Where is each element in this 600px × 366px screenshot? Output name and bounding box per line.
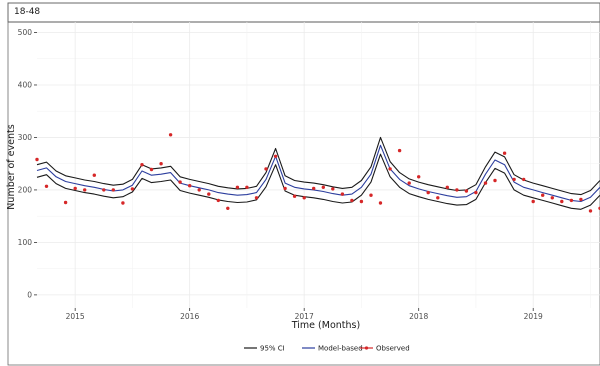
- x-tick-label: 2018: [409, 312, 428, 321]
- y-tick-label: 300: [18, 133, 33, 142]
- observed-point: [312, 186, 316, 191]
- legend-observed-point: [364, 346, 369, 350]
- observed-point: [159, 162, 163, 166]
- observed-point: [369, 193, 373, 197]
- observed-point: [445, 185, 449, 189]
- legend-model-label: Model-based: [318, 345, 363, 353]
- observed-point: [321, 185, 325, 189]
- ci-upper-line: [36, 136, 600, 196]
- observed-point: [436, 196, 440, 200]
- model-based-line: [36, 144, 600, 203]
- legend-observed-label: Observed: [376, 345, 410, 353]
- y-tick-label: 400: [18, 80, 33, 89]
- observed-point: [483, 181, 488, 185]
- observed-point: [407, 181, 411, 185]
- observed-point: [388, 167, 392, 171]
- observed-point: [264, 167, 268, 171]
- observed-point: [35, 157, 39, 162]
- observed-point: [522, 177, 526, 182]
- x-tick-label: 2017: [295, 312, 314, 321]
- observed-point: [531, 199, 535, 204]
- observed-point: [111, 188, 116, 192]
- observed-point: [331, 187, 335, 191]
- y-tick-label: 100: [18, 238, 33, 247]
- observed-point: [188, 184, 192, 188]
- observed-point: [178, 180, 182, 184]
- observed-point: [340, 192, 345, 196]
- x-tick-label: 2015: [66, 312, 85, 321]
- observed-point: [417, 175, 421, 179]
- observed-point: [140, 163, 144, 167]
- observed-point: [207, 192, 211, 196]
- observed-point: [130, 187, 135, 191]
- outer-frame: [7, 2, 600, 366]
- observed-point: [102, 188, 106, 192]
- observed-point: [235, 185, 240, 189]
- ci-lower-line: [36, 153, 600, 210]
- observed-point: [283, 186, 287, 191]
- observed-point: [226, 206, 230, 210]
- ci-upper-line-group: [36, 136, 600, 196]
- panel-label: 18-48: [14, 7, 40, 17]
- observed-point: [73, 186, 77, 191]
- observed-point: [292, 194, 297, 198]
- x-axis-ticks: 2015 2016 2017 2018 2019: [66, 308, 543, 321]
- observed-point: [493, 178, 497, 183]
- legend-ci-label: 95% CI: [260, 345, 285, 353]
- observed-point: [168, 133, 173, 137]
- x-tick-label: 2016: [180, 312, 199, 321]
- observed-point: [149, 167, 154, 172]
- observed-point: [474, 190, 478, 195]
- observed-point: [359, 199, 364, 204]
- observed-point: [569, 198, 574, 203]
- y-axis-title: Number of events: [6, 124, 17, 209]
- observed-point: [455, 188, 459, 192]
- y-tick-label: 200: [18, 185, 33, 194]
- observed-point: [560, 199, 564, 204]
- y-axis-ticks: 0 100 200 300 400 500: [18, 28, 37, 299]
- observed-point: [512, 177, 516, 182]
- observed-point: [83, 188, 87, 192]
- observed-point: [397, 148, 402, 153]
- observed-point: [350, 198, 354, 203]
- observed-point: [92, 173, 97, 177]
- observed-point: [121, 201, 125, 205]
- y-tick-label: 500: [18, 28, 33, 37]
- ci-lower-line-group: [36, 153, 600, 210]
- observed-point: [63, 200, 68, 205]
- model-line-group: [36, 144, 600, 203]
- observed-point: [245, 185, 249, 189]
- observed-point: [197, 188, 201, 192]
- observed-point: [378, 201, 383, 205]
- observed-point: [588, 209, 593, 213]
- plot-area: [37, 22, 600, 308]
- observed-point: [464, 189, 469, 193]
- legend: 95% CI Model-based Observed: [244, 345, 410, 353]
- panel-frame: [7, 2, 600, 366]
- observed-point: [550, 196, 554, 200]
- observed-point: [426, 190, 430, 195]
- observed-point: [502, 151, 507, 155]
- observed-points: [35, 133, 600, 213]
- observed-point: [44, 184, 49, 188]
- observed-point: [541, 193, 545, 197]
- observed-point: [273, 154, 278, 158]
- x-axis-title: Time (Months): [291, 320, 360, 331]
- observed-point: [216, 198, 220, 203]
- y-tick-label: 0: [27, 290, 32, 299]
- grid: [37, 22, 600, 308]
- observed-point: [254, 196, 259, 200]
- x-tick-label: 2019: [524, 312, 543, 321]
- observed-point: [302, 196, 306, 200]
- observed-point: [579, 197, 583, 202]
